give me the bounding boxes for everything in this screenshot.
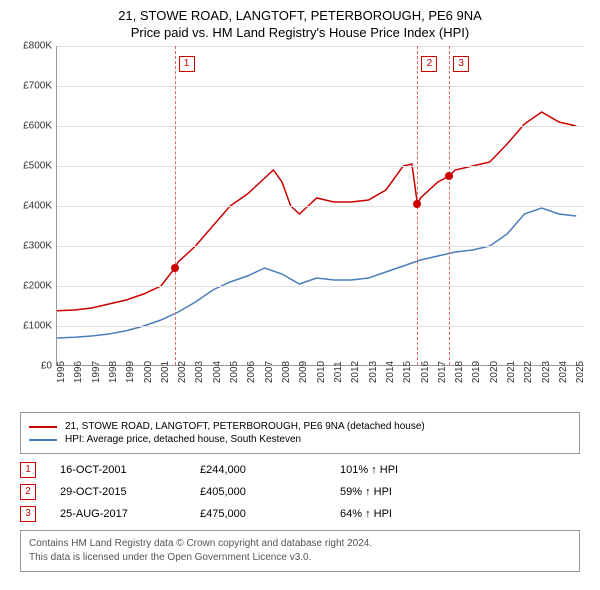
- gridline-h: [57, 166, 584, 167]
- x-tick-label: 1998: [108, 361, 119, 383]
- sales-marker: 1: [20, 462, 36, 478]
- y-tick-label: £600K: [23, 121, 52, 132]
- x-tick-label: 2013: [368, 361, 379, 383]
- footer-line2: This data is licensed under the Open Gov…: [29, 551, 571, 565]
- event-line: [449, 46, 450, 365]
- x-tick-label: 1997: [91, 361, 102, 383]
- sales-vs-hpi: 64% ↑ HPI: [340, 508, 480, 520]
- x-tick-label: 2001: [160, 361, 171, 383]
- x-tick-label: 2025: [575, 361, 586, 383]
- x-axis: 1995199619971998199920002001200220032004…: [56, 366, 584, 406]
- sales-vs-hpi: 59% ↑ HPI: [340, 486, 480, 498]
- x-tick-label: 1995: [56, 361, 67, 383]
- sales-vs-hpi: 101% ↑ HPI: [340, 464, 480, 476]
- y-axis: £0£100K£200K£300K£400K£500K£600K£700K£80…: [10, 46, 56, 366]
- x-tick-label: 2016: [420, 361, 431, 383]
- event-marker-box: 3: [453, 56, 469, 72]
- x-tick-label: 2023: [541, 361, 552, 383]
- gridline-h: [57, 86, 584, 87]
- sales-marker: 3: [20, 506, 36, 522]
- x-tick-label: 2006: [246, 361, 257, 383]
- plot-area: 1 23: [56, 46, 584, 366]
- y-tick-label: £100K: [23, 321, 52, 332]
- title-address: 21, STOWE ROAD, LANGTOFT, PETERBOROUGH, …: [10, 8, 590, 23]
- sales-date: 16-OCT-2001: [60, 464, 200, 476]
- sale-point: [171, 264, 179, 272]
- x-tick-label: 1999: [125, 361, 136, 383]
- x-tick-label: 2014: [385, 361, 396, 383]
- footer-line1: Contains HM Land Registry data © Crown c…: [29, 537, 571, 551]
- sales-price: £475,000: [200, 508, 340, 520]
- sales-date: 25-AUG-2017: [60, 508, 200, 520]
- sales-price: £244,000: [200, 464, 340, 476]
- legend-label: HPI: Average price, detached house, Sout…: [65, 434, 301, 445]
- x-tick-label: 2019: [471, 361, 482, 383]
- x-tick-label: 2017: [437, 361, 448, 383]
- legend-box: 21, STOWE ROAD, LANGTOFT, PETERBOROUGH, …: [20, 412, 580, 454]
- sales-table: 1 16-OCT-2001£244,000101% ↑ HPI 2 29-OCT-20…: [20, 462, 580, 522]
- sale-point: [413, 200, 421, 208]
- y-tick-label: £400K: [23, 201, 52, 212]
- x-tick-label: 2007: [264, 361, 275, 383]
- x-tick-label: 2009: [298, 361, 309, 383]
- x-tick-label: 2020: [489, 361, 500, 383]
- x-tick-label: 2008: [281, 361, 292, 383]
- sales-price: £405,000: [200, 486, 340, 498]
- x-tick-label: 2015: [402, 361, 413, 383]
- legend-row: 21, STOWE ROAD, LANGTOFT, PETERBOROUGH, …: [29, 421, 571, 432]
- gridline-h: [57, 326, 584, 327]
- sales-marker: 2: [20, 484, 36, 500]
- chart-wrap: £0£100K£200K£300K£400K£500K£600K£700K£80…: [10, 46, 590, 406]
- x-tick-label: 2004: [212, 361, 223, 383]
- x-tick-label: 2022: [523, 361, 534, 383]
- x-tick-label: 2011: [333, 361, 344, 383]
- gridline-h: [57, 206, 584, 207]
- gridline-h: [57, 46, 584, 47]
- gridline-h: [57, 246, 584, 247]
- series-line-hpi: [57, 208, 576, 338]
- chart-container: 21, STOWE ROAD, LANGTOFT, PETERBOROUGH, …: [0, 0, 600, 590]
- x-tick-label: 2003: [194, 361, 205, 383]
- y-tick-label: £700K: [23, 81, 52, 92]
- y-tick-label: £200K: [23, 281, 52, 292]
- x-tick-label: 2021: [506, 361, 517, 383]
- x-tick-label: 2010: [316, 361, 327, 383]
- footer-box: Contains HM Land Registry data © Crown c…: [20, 530, 580, 572]
- y-tick-label: £0: [41, 361, 52, 372]
- title-block: 21, STOWE ROAD, LANGTOFT, PETERBOROUGH, …: [10, 8, 590, 40]
- x-tick-label: 2000: [143, 361, 154, 383]
- legend-label: 21, STOWE ROAD, LANGTOFT, PETERBOROUGH, …: [65, 421, 425, 432]
- y-tick-label: £500K: [23, 161, 52, 172]
- sales-row: 2 29-OCT-2015£405,00059% ↑ HPI: [20, 484, 580, 500]
- event-marker-box: 2: [421, 56, 437, 72]
- x-tick-label: 2018: [454, 361, 465, 383]
- sale-point: [445, 172, 453, 180]
- x-tick-label: 2005: [229, 361, 240, 383]
- x-tick-label: 2024: [558, 361, 569, 383]
- title-subtitle: Price paid vs. HM Land Registry's House …: [10, 25, 590, 40]
- legend-swatch: [29, 426, 57, 428]
- x-tick-label: 2012: [350, 361, 361, 383]
- sales-row: 1 16-OCT-2001£244,000101% ↑ HPI: [20, 462, 580, 478]
- y-tick-label: £300K: [23, 241, 52, 252]
- sales-date: 29-OCT-2015: [60, 486, 200, 498]
- x-tick-label: 1996: [73, 361, 84, 383]
- sales-row: 3 25-AUG-2017£475,00064% ↑ HPI: [20, 506, 580, 522]
- event-line: [175, 46, 176, 365]
- event-marker-box: 1: [179, 56, 195, 72]
- legend-swatch: [29, 439, 57, 441]
- series-line-property: [57, 112, 576, 311]
- gridline-h: [57, 286, 584, 287]
- legend-row: HPI: Average price, detached house, Sout…: [29, 434, 571, 445]
- x-tick-label: 2002: [177, 361, 188, 383]
- y-tick-label: £800K: [23, 41, 52, 52]
- gridline-h: [57, 126, 584, 127]
